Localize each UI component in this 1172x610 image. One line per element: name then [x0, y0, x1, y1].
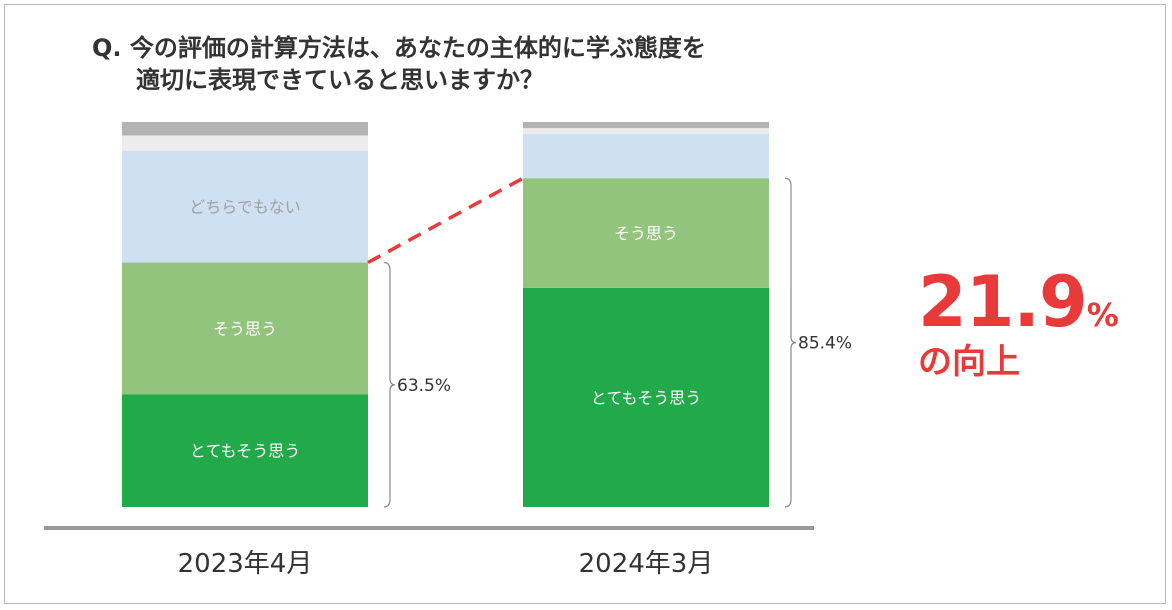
bar-segment-1-2	[122, 262, 368, 395]
bar-segment-2-4	[523, 128, 769, 134]
bar-segment-2-3	[523, 133, 769, 179]
brace-2	[784, 177, 797, 508]
bar-segment-1-3	[122, 150, 368, 263]
bar-segment-2-5	[523, 122, 769, 129]
x-axis-baseline	[44, 526, 814, 530]
title-line-1: Q. 今の評価の計算方法は、あなたの主体的に学ぶ態度を	[92, 34, 706, 62]
improvement-text: の向上	[918, 342, 1020, 382]
segment-label-2-2: そう思う	[614, 224, 678, 243]
bar-segment-1-4	[122, 135, 368, 151]
segment-label-1-1: とてもそう思う	[190, 442, 300, 461]
improvement-connector-line	[367, 176, 524, 265]
improvement-callout: 21.9% の向上	[918, 262, 1119, 382]
brace-1	[383, 261, 396, 508]
brace-total-label-2: 85.4%	[798, 334, 852, 354]
segment-label-1-3: どちらでもない	[189, 198, 301, 217]
x-tick-label-2: 2024年3月	[579, 549, 714, 579]
improvement-unit: %	[1086, 296, 1119, 334]
segment-label-1-2: そう思う	[213, 319, 277, 338]
question-title: Q. 今の評価の計算方法は、あなたの主体的に学ぶ態度を適切に表現できていると思い…	[92, 32, 706, 96]
improvement-value: 21.9	[918, 261, 1088, 343]
bar-segment-2-2	[523, 178, 769, 288]
bar-segment-2-1	[523, 287, 769, 507]
bar-segment-1-1	[122, 394, 368, 507]
brace-total-label-1: 63.5%	[397, 376, 451, 396]
bar-segment-1-5	[122, 122, 368, 136]
segment-label-2-1: とてもそう思う	[591, 388, 701, 407]
title-line-2: 適切に表現できていると思いますか？	[136, 66, 544, 94]
x-tick-label-1: 2023年4月	[178, 549, 313, 579]
